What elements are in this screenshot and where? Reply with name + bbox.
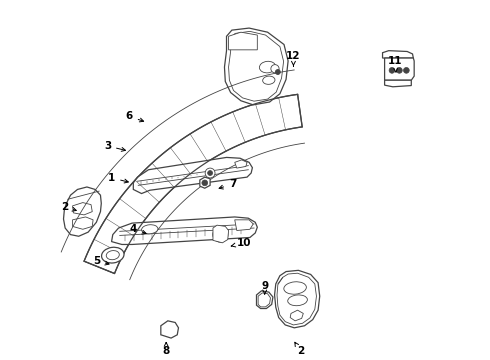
Polygon shape <box>224 28 288 105</box>
Polygon shape <box>200 177 210 188</box>
Circle shape <box>271 65 279 73</box>
Text: 4: 4 <box>130 224 146 234</box>
Text: 6: 6 <box>125 111 144 122</box>
Polygon shape <box>385 80 411 87</box>
Text: 7: 7 <box>219 179 236 189</box>
Ellipse shape <box>288 295 307 306</box>
Polygon shape <box>228 32 257 50</box>
Circle shape <box>202 180 208 186</box>
Circle shape <box>403 67 409 73</box>
Text: 12: 12 <box>286 51 301 66</box>
Ellipse shape <box>101 247 124 263</box>
Polygon shape <box>385 58 414 80</box>
Ellipse shape <box>106 251 120 260</box>
Polygon shape <box>133 157 252 194</box>
Polygon shape <box>383 51 414 58</box>
Polygon shape <box>235 160 247 168</box>
Circle shape <box>208 171 213 175</box>
Ellipse shape <box>259 61 276 73</box>
Polygon shape <box>256 291 273 309</box>
Text: 5: 5 <box>93 256 109 266</box>
Text: 2: 2 <box>295 342 304 356</box>
Polygon shape <box>290 310 303 321</box>
Ellipse shape <box>142 225 158 234</box>
Polygon shape <box>235 220 253 230</box>
Polygon shape <box>112 217 257 244</box>
Circle shape <box>219 233 222 236</box>
Text: 11: 11 <box>388 56 402 72</box>
Circle shape <box>216 230 224 239</box>
Text: 2: 2 <box>61 202 76 212</box>
Ellipse shape <box>263 76 275 84</box>
Circle shape <box>213 227 228 242</box>
Circle shape <box>275 69 280 75</box>
Text: 8: 8 <box>163 342 170 356</box>
Circle shape <box>396 67 402 73</box>
Text: 1: 1 <box>108 173 128 183</box>
Polygon shape <box>213 225 228 243</box>
Polygon shape <box>161 321 178 338</box>
Polygon shape <box>73 217 93 229</box>
Circle shape <box>205 168 215 178</box>
Circle shape <box>389 67 395 73</box>
Ellipse shape <box>284 282 306 294</box>
Polygon shape <box>73 203 92 215</box>
Text: 9: 9 <box>261 280 268 294</box>
Text: 3: 3 <box>104 141 125 151</box>
Polygon shape <box>274 270 320 328</box>
Text: 10: 10 <box>231 238 251 248</box>
Polygon shape <box>84 94 302 274</box>
Polygon shape <box>64 187 101 236</box>
